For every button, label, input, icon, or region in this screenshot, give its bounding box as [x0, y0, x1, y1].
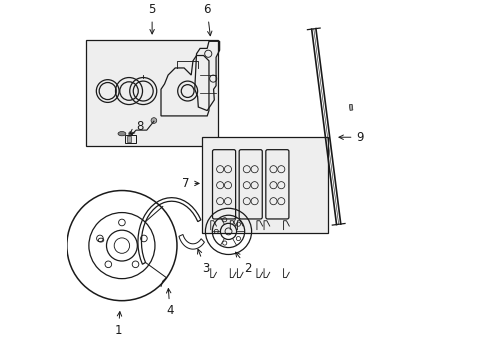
Text: 6: 6: [203, 4, 211, 36]
Bar: [202, 137, 327, 233]
Bar: [127, 136, 130, 142]
Text: 1: 1: [114, 312, 122, 337]
Text: 2: 2: [235, 252, 251, 275]
Circle shape: [151, 118, 157, 123]
Text: 8: 8: [130, 120, 143, 134]
Text: 3: 3: [197, 249, 209, 275]
Ellipse shape: [118, 131, 125, 136]
Bar: [125, 135, 136, 143]
Bar: [348, 104, 352, 111]
Text: 7: 7: [182, 177, 199, 190]
Circle shape: [128, 131, 133, 136]
Text: 9: 9: [338, 131, 363, 144]
Bar: [86, 40, 218, 146]
Text: 5: 5: [148, 4, 156, 34]
Text: 4: 4: [166, 289, 173, 317]
